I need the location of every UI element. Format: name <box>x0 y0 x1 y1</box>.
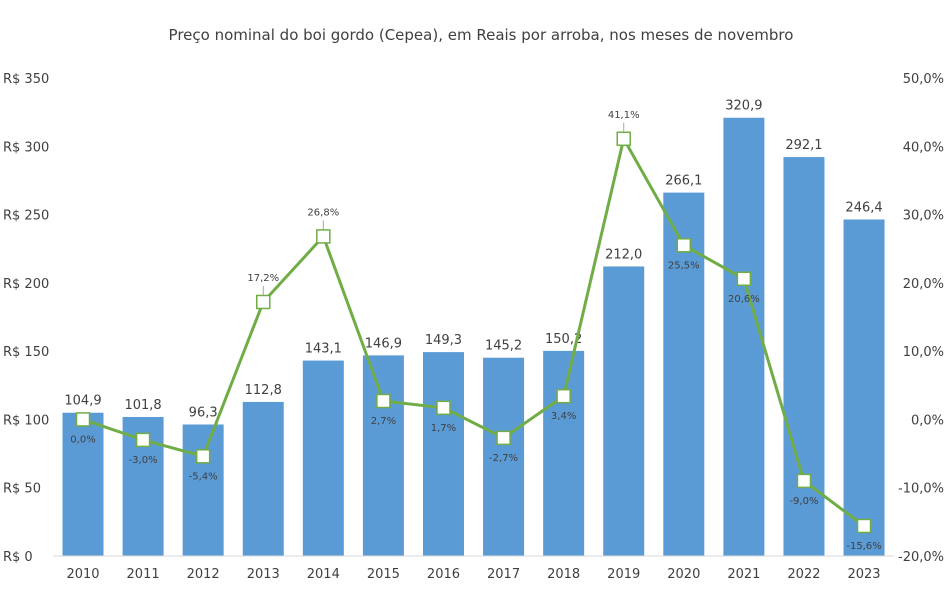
right-axis-tick-label: 10,0% <box>903 345 944 360</box>
line-marker <box>195 449 211 464</box>
left-axis-tick-label: R$ 150 <box>3 345 49 360</box>
x-axis-tick-label: 2013 <box>247 567 280 582</box>
x-axis-tick-label: 2022 <box>787 567 820 582</box>
x-axis-tick-label: 2023 <box>847 567 880 582</box>
line-marker <box>135 432 151 448</box>
x-axis-tick-label: 2011 <box>127 567 160 582</box>
bar <box>543 350 585 556</box>
x-axis-tick-label: 2010 <box>66 567 99 582</box>
x-axis-tick-label: 2014 <box>307 567 340 582</box>
line-value-label: -9,0% <box>789 496 818 507</box>
left-axis-tick-label: R$ 50 <box>3 482 41 497</box>
bar-value-label: 246,4 <box>845 200 882 215</box>
bar <box>62 412 104 556</box>
bar <box>302 360 344 556</box>
left-axis-tick-label: R$ 250 <box>3 209 49 224</box>
bar-value-label: 104,9 <box>64 394 101 409</box>
line-marker <box>856 518 872 534</box>
right-axis-tick-label: 0,0% <box>911 413 944 428</box>
bar <box>422 352 464 556</box>
x-axis-tick-label: 2019 <box>607 567 640 582</box>
left-axis-tick-label: R$ 100 <box>3 413 49 428</box>
line-marker <box>796 473 812 489</box>
line-value-label: -5,4% <box>189 471 218 482</box>
x-axis-tick-label: 2015 <box>367 567 400 582</box>
bar <box>603 266 645 556</box>
bar-value-label: 101,8 <box>124 398 161 413</box>
line-value-label: 25,5% <box>668 260 700 271</box>
bar <box>483 357 525 556</box>
line-marker <box>75 412 91 427</box>
line-value-label: 20,6% <box>728 294 760 305</box>
bar-value-label: 145,2 <box>485 339 522 354</box>
left-axis-tick-label: R$ 300 <box>3 140 49 155</box>
line-value-label: 17,2% <box>247 273 279 284</box>
x-axis-tick-label: 2020 <box>667 567 700 582</box>
line-marker <box>436 400 451 416</box>
bar-value-label: 112,8 <box>245 383 282 398</box>
line-value-label: 41,1% <box>608 110 640 121</box>
line-marker <box>496 430 511 446</box>
bar <box>843 219 885 556</box>
left-axis-tick-label: R$ 350 <box>3 72 49 87</box>
bar-value-label: 266,1 <box>665 174 702 189</box>
line-value-label: 26,8% <box>307 207 339 218</box>
left-axis-tick-label: R$ 200 <box>3 277 49 292</box>
line-marker <box>736 271 752 287</box>
bar-value-label: 212,0 <box>605 247 642 262</box>
x-axis-tick-label: 2012 <box>187 567 220 582</box>
right-axis-tick-label: 30,0% <box>903 209 944 224</box>
x-axis-tick-label: 2018 <box>547 567 580 582</box>
bar-value-label: 146,9 <box>365 336 402 351</box>
line-value-label: -2,7% <box>489 453 518 464</box>
bar-value-label: 149,3 <box>425 333 462 348</box>
line-value-label: 3,4% <box>551 411 576 422</box>
line-value-label: -15,6% <box>846 541 881 552</box>
line-marker <box>316 229 331 244</box>
x-axis-tick-label: 2017 <box>487 567 520 582</box>
right-axis-tick-label: -20,0% <box>898 550 944 565</box>
left-axis-tick-label: R$ 0 <box>3 550 33 565</box>
line-marker <box>376 393 391 409</box>
bar-value-label: 143,1 <box>305 342 342 357</box>
x-axis-tick-label: 2021 <box>727 567 760 582</box>
line-value-label: -3,0% <box>129 455 158 466</box>
bar <box>242 401 284 556</box>
right-axis-tick-label: -10,0% <box>898 482 944 497</box>
line-marker <box>556 388 571 404</box>
line-marker <box>676 238 692 253</box>
line-value-label: 1,7% <box>431 423 456 434</box>
line-marker <box>255 294 271 310</box>
bar-value-label: 150,2 <box>545 332 582 347</box>
bar-value-label: 292,1 <box>785 138 822 153</box>
right-axis-tick-label: 20,0% <box>903 277 944 292</box>
chart-title: Preço nominal do boi gordo (Cepea), em R… <box>169 26 794 44</box>
bar <box>362 355 404 556</box>
bar-value-label: 320,9 <box>725 99 762 114</box>
bar <box>723 117 765 557</box>
x-axis-tick-label: 2016 <box>427 567 460 582</box>
line-series <box>82 137 865 528</box>
bar <box>182 424 224 556</box>
bar-value-label: 96,3 <box>189 405 218 420</box>
right-axis-tick-label: 50,0% <box>903 72 944 87</box>
right-axis-tick-label: 40,0% <box>903 140 944 155</box>
line-value-label: 0,0% <box>70 434 95 445</box>
line-value-label: 2,7% <box>371 416 396 427</box>
line-marker <box>616 131 631 147</box>
